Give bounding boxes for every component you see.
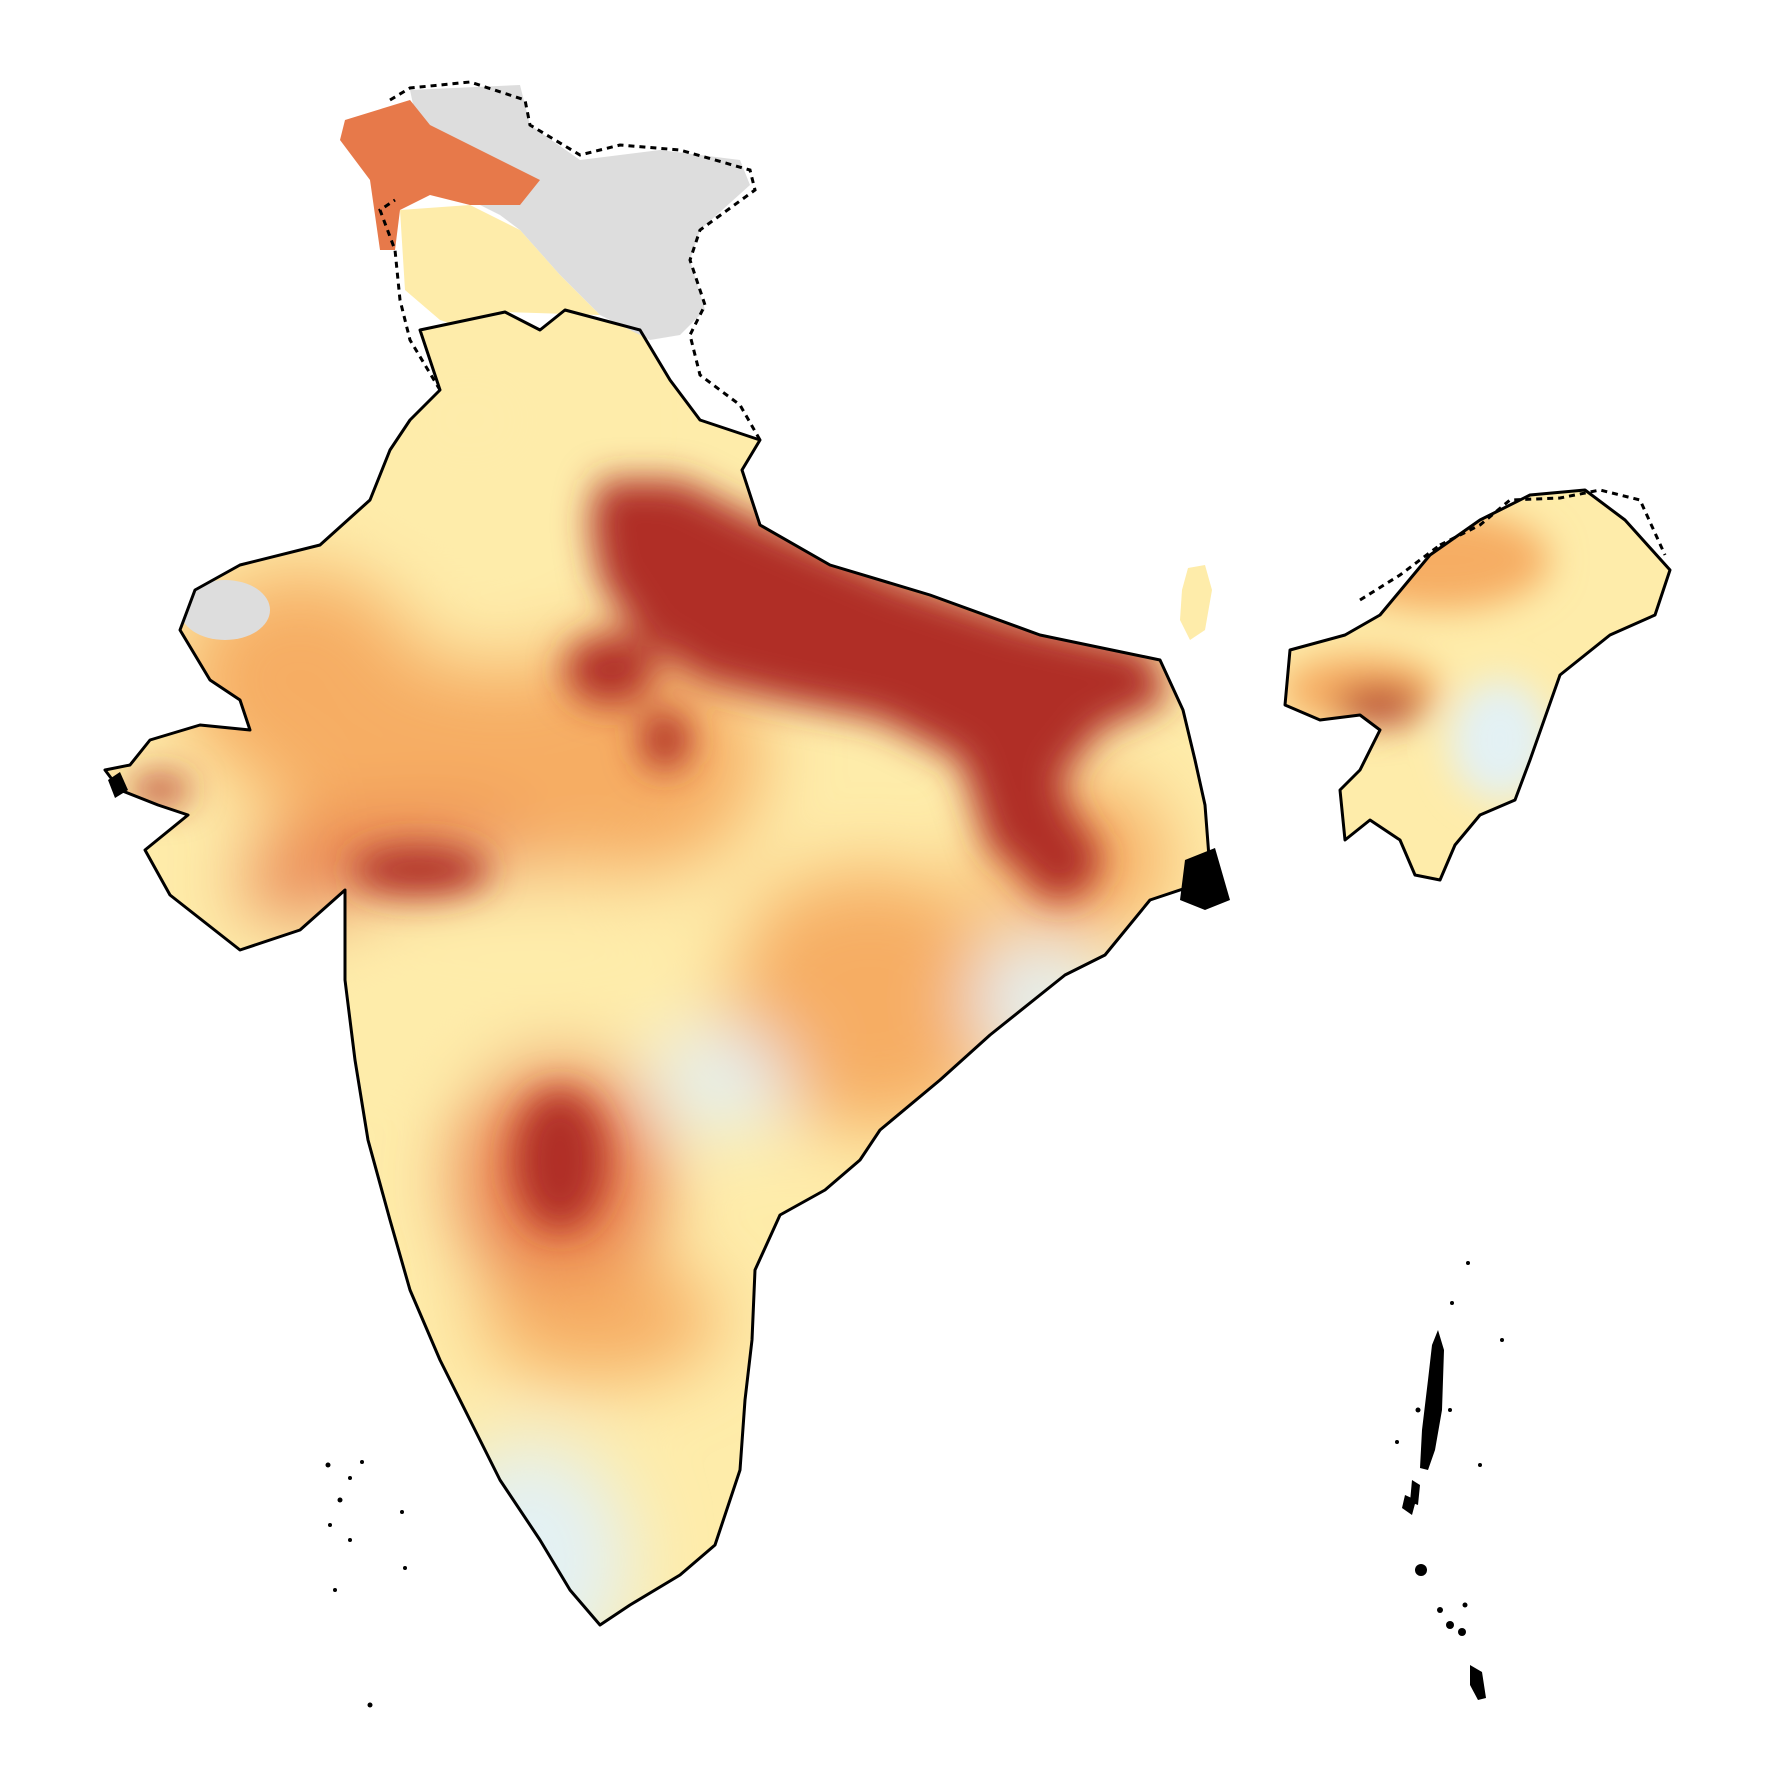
island-5 bbox=[348, 1538, 352, 1542]
no-data-thar bbox=[180, 580, 270, 640]
north-region bbox=[340, 80, 762, 441]
island-18 bbox=[1500, 1338, 1504, 1342]
island-20 bbox=[1415, 1564, 1427, 1576]
zone-karnataka-hotspot bbox=[515, 1090, 605, 1230]
sundarbans-mark bbox=[1180, 848, 1230, 910]
island-4 bbox=[328, 1523, 332, 1527]
mainland-choropleth bbox=[105, 310, 1210, 1625]
zone-south bbox=[480, 1260, 720, 1380]
zone-mp-hotspot bbox=[565, 635, 655, 705]
island-19 bbox=[1395, 1440, 1399, 1444]
island-3 bbox=[337, 1497, 343, 1503]
andaman-nicobar-islands bbox=[1395, 1261, 1504, 1700]
island-16 bbox=[1450, 1301, 1454, 1305]
lakshadweep-islands bbox=[325, 1460, 407, 1708]
disputed-boundary-northeast bbox=[1359, 488, 1667, 602]
zone-jharkhand-hotspot bbox=[1020, 820, 1100, 900]
island-7 bbox=[403, 1566, 407, 1570]
gujarat-coast-mark bbox=[108, 772, 128, 798]
northeast-choropleth bbox=[1285, 490, 1670, 880]
island-13 bbox=[1415, 1407, 1421, 1413]
island-2 bbox=[360, 1460, 364, 1464]
zone-kerala bbox=[430, 1440, 630, 1625]
north-hot-area bbox=[340, 100, 540, 250]
ne-zone-cool bbox=[1450, 680, 1550, 800]
island-14 bbox=[1448, 1408, 1452, 1412]
island-12 bbox=[1402, 1495, 1416, 1515]
zone-mp-hotspot-2 bbox=[640, 710, 690, 770]
island-21 bbox=[1437, 1607, 1443, 1613]
island-0 bbox=[325, 1462, 331, 1468]
island-9 bbox=[367, 1702, 373, 1708]
island-24 bbox=[1458, 1628, 1466, 1636]
zone-gangetic-plain bbox=[590, 480, 1170, 890]
zone-mp bbox=[480, 640, 760, 880]
disputed-boundary-north bbox=[378, 80, 762, 441]
island-17 bbox=[1478, 1463, 1482, 1467]
sikkim-region bbox=[1180, 565, 1212, 640]
island-10 bbox=[1420, 1330, 1444, 1470]
zone-east-coast bbox=[970, 940, 1110, 1060]
north-no-data-area bbox=[410, 85, 750, 340]
zone-punjab bbox=[350, 310, 590, 530]
island-23 bbox=[1462, 1602, 1468, 1608]
ne-zone-arunachal bbox=[1330, 510, 1550, 610]
island-25 bbox=[1470, 1665, 1486, 1700]
island-22 bbox=[1446, 1621, 1454, 1629]
zone-telangana bbox=[650, 1030, 790, 1130]
north-mild-area bbox=[400, 205, 600, 330]
island-15 bbox=[1466, 1261, 1470, 1265]
island-1 bbox=[348, 1476, 352, 1480]
island-6 bbox=[400, 1510, 404, 1514]
zone-chhattisgarh bbox=[720, 870, 1020, 1130]
zone-kutch-hotspot bbox=[130, 776, 190, 804]
zone-west-hotspot bbox=[350, 845, 490, 895]
zone-deccan-light bbox=[300, 870, 740, 1050]
island-8 bbox=[333, 1588, 337, 1592]
